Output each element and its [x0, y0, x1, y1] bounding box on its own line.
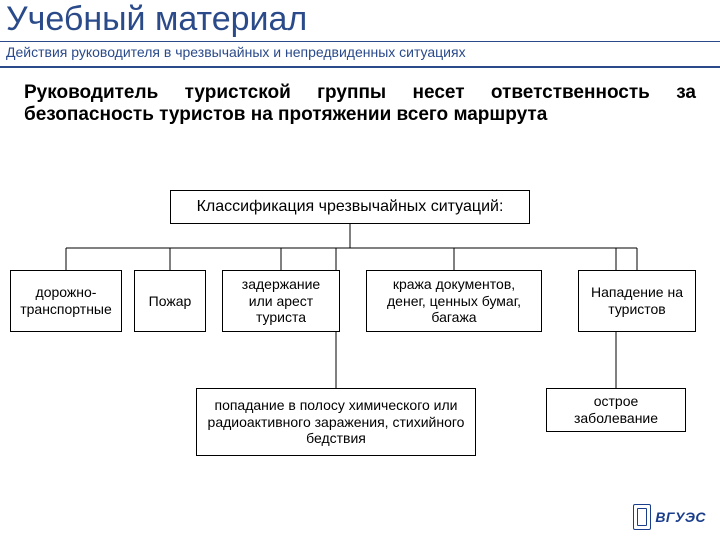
diagram-node: попадание в полосу химического или радио…: [196, 388, 476, 456]
diagram-node: кража документов, денег, ценных бумаг, б…: [366, 270, 542, 332]
logo-text: ВГУЭС: [655, 509, 706, 525]
footer-logo: ВГУЭС: [633, 504, 706, 530]
page-title: Учебный материал: [0, 0, 720, 42]
logo-mark-icon: [633, 504, 651, 530]
body-text: Руководитель туристской группы несет отв…: [0, 68, 720, 138]
diagram-root: Классификация чрезвычайных ситуаций:: [170, 190, 530, 224]
page-subtitle: Действия руководителя в чрезвычайных и н…: [0, 44, 720, 68]
diagram-node: Нападение на туристов: [578, 270, 696, 332]
diagram-node: задержание или арест туриста: [222, 270, 340, 332]
diagram-node: дорожно-транспортные: [10, 270, 122, 332]
diagram-node: острое заболевание: [546, 388, 686, 432]
diagram-node: Пожар: [134, 270, 206, 332]
